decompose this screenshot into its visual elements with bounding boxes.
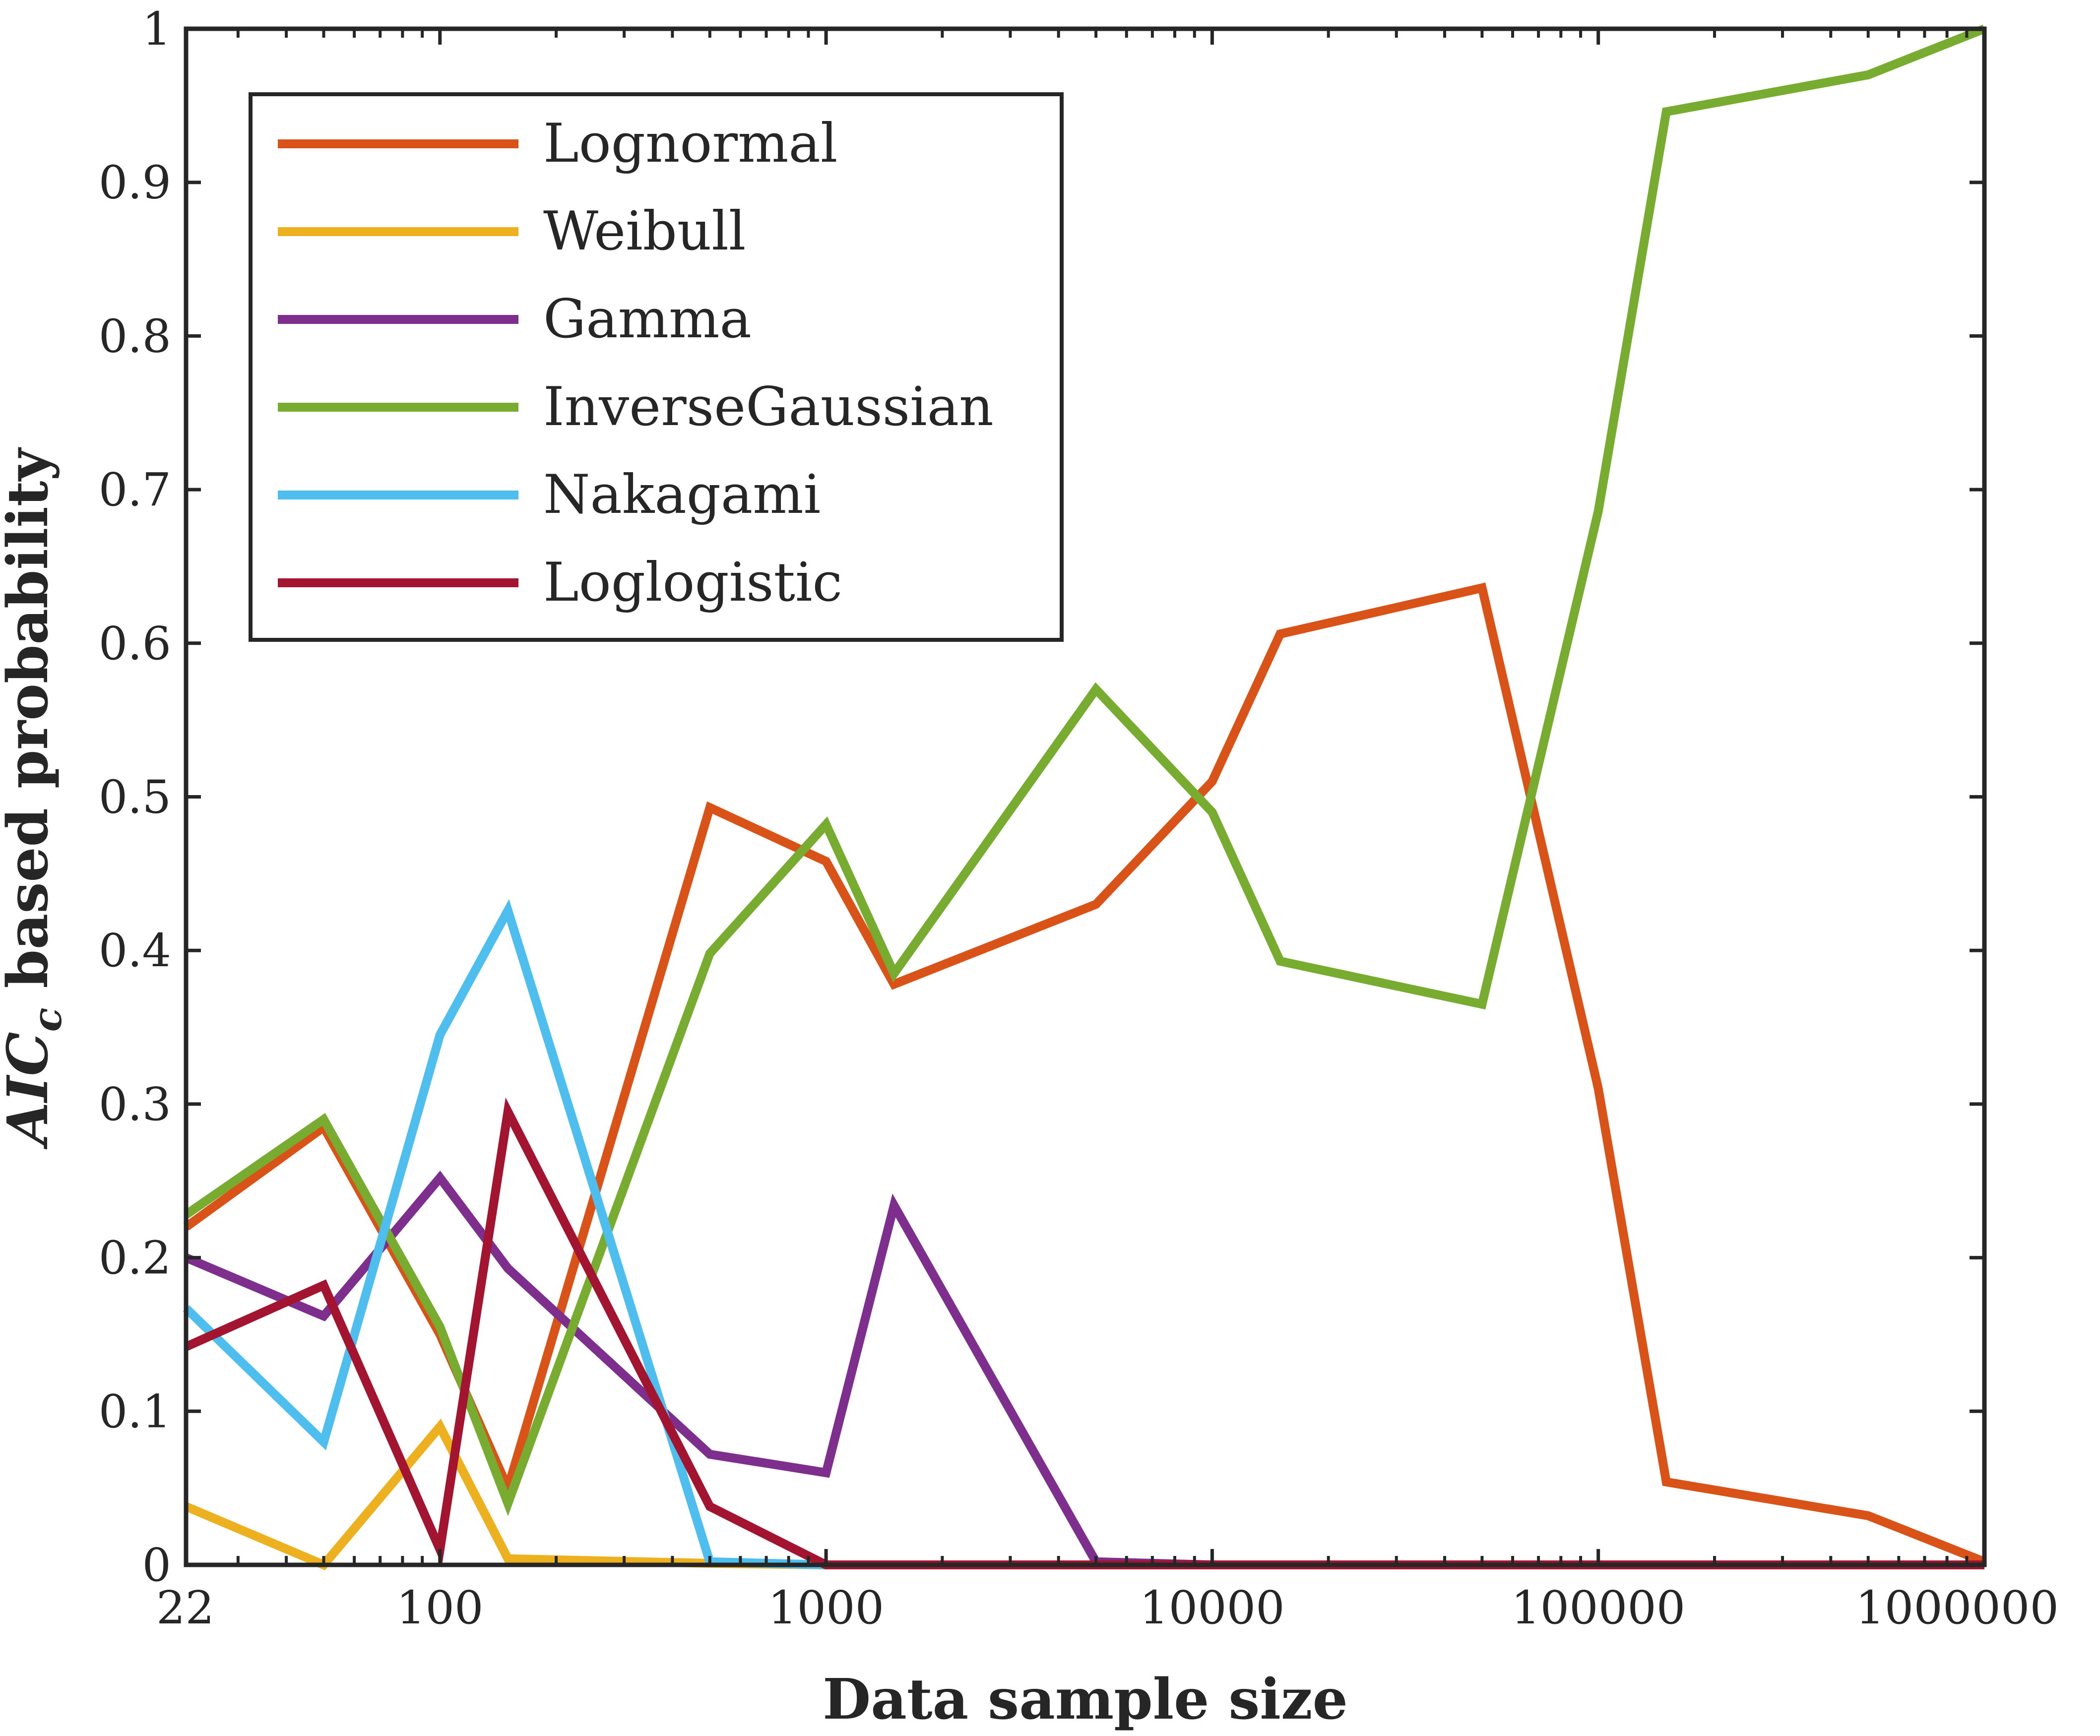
y-tick-label: 0.5: [99, 771, 171, 824]
y-tick-label: 0.2: [99, 1232, 171, 1285]
y-axis-title-subscript: c: [24, 1008, 70, 1032]
x-tick-label: 100000: [1511, 1581, 1685, 1634]
y-tick-label: 0.9: [99, 156, 171, 209]
legend-label-weibull: Weibull: [543, 200, 746, 262]
plot-frame: [184, 26, 1987, 1567]
y-axis-title-aic: AIC: [0, 1032, 61, 1149]
legend-label-lognormal: Lognormal: [543, 113, 837, 175]
x-tick-label: 10000: [1140, 1581, 1285, 1634]
legend: Lognormal Weibull Gamma InverseGaussian Naka…: [249, 92, 1064, 642]
y-tick-label: 0.7: [99, 463, 171, 516]
y-tick-label: 0.3: [99, 1078, 171, 1131]
y-tick-label: 0.8: [99, 310, 171, 363]
x-tick-label: 1000: [768, 1581, 884, 1634]
y-tick-label: 0.6: [99, 617, 171, 670]
legend-box: [249, 92, 1064, 642]
legend-label-loglogistic: Loglogistic: [543, 552, 842, 614]
x-axis-title: Data sample size: [823, 1667, 1348, 1732]
y-tick-label: 0: [142, 1539, 171, 1592]
x-tick-label: 22: [156, 1581, 214, 1634]
legend-label-gamma: Gamma: [543, 288, 752, 350]
legend-label-nakagami: Nakagami: [543, 464, 821, 526]
y-tick-label: 0.1: [99, 1385, 171, 1438]
y-axis-title: AICc based probability: [0, 447, 70, 1149]
legend-label-inversegaussian: InverseGaussian: [543, 376, 994, 438]
y-tick-label: 1: [142, 2, 171, 56]
y-axis-title-suffix: based probability: [0, 447, 61, 1007]
x-tick-label: 1000000: [1855, 1581, 2059, 1634]
label-layer: 0 0.1 0.2 0.3 0.4 0.5 0.6 0.7 0.8 0.9 1 22 100 1000 10…: [99, 2, 2059, 1634]
y-tick-label: 0.4: [99, 924, 171, 977]
x-tick-label: 100: [396, 1581, 484, 1634]
